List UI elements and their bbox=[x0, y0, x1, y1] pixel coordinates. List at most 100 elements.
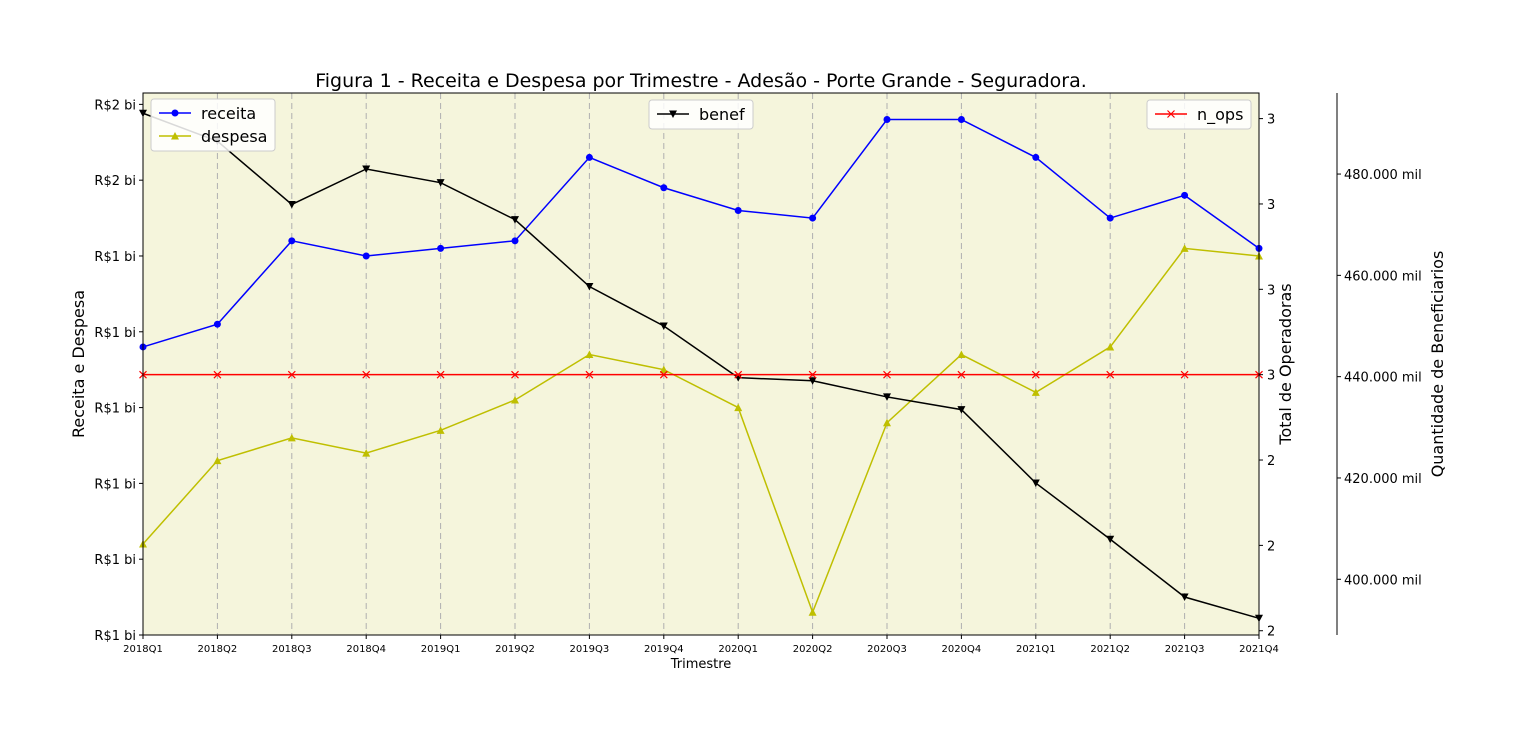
data-point-benef bbox=[362, 165, 371, 173]
legend-swatch-marker bbox=[171, 132, 179, 140]
data-point-benef bbox=[1180, 593, 1189, 602]
left-tick-label: R$1 bi bbox=[94, 477, 136, 492]
data-point-benef bbox=[883, 393, 891, 401]
x-tick-label: 2021Q3 bbox=[1165, 644, 1205, 655]
left-tick-label: R$1 bi bbox=[94, 402, 136, 417]
legend-swatch-marker bbox=[1167, 110, 1175, 118]
x-tick-label: 2020Q3 bbox=[867, 644, 907, 655]
data-point-n_ops bbox=[585, 370, 594, 379]
right1-tick-label: 3 bbox=[1267, 369, 1275, 384]
data-point-receita bbox=[660, 184, 668, 192]
data-point-despesa bbox=[511, 396, 519, 404]
x-axis-label: Trimestre bbox=[670, 657, 732, 672]
left-tick-label: R$1 bi bbox=[94, 250, 136, 265]
data-point-receita bbox=[362, 252, 370, 260]
data-point-despesa bbox=[808, 608, 817, 616]
data-point-receita bbox=[883, 116, 891, 124]
right2-axis-label: Quantidade de Beneficiarios bbox=[1428, 251, 1447, 478]
legend-upper-center: benef bbox=[648, 99, 754, 130]
x-tick-label: 2018Q4 bbox=[346, 644, 386, 655]
legend-frame bbox=[150, 98, 276, 152]
plot-background bbox=[143, 93, 1259, 635]
series-line-despesa bbox=[142, 247, 1260, 615]
data-point-n_ops bbox=[883, 370, 891, 379]
right2-tick-label: 440.000 mil bbox=[1344, 371, 1422, 386]
data-point-despesa bbox=[1180, 244, 1189, 252]
right1-tick-label: 3 bbox=[1267, 113, 1275, 128]
left-tick-label: R$1 bi bbox=[94, 326, 136, 341]
legend-label: despesa bbox=[201, 127, 267, 146]
x-tick-label: 2020Q1 bbox=[718, 644, 758, 655]
series-layer bbox=[139, 109, 1263, 623]
data-point-benef bbox=[808, 377, 817, 385]
legend-upper-right: n_ops bbox=[1146, 99, 1252, 130]
data-point-n_ops bbox=[1031, 370, 1040, 379]
data-point-benef bbox=[511, 216, 519, 224]
x-tick-label: 2019Q3 bbox=[570, 644, 610, 655]
data-point-receita bbox=[511, 237, 519, 245]
x-tick-label: 2020Q2 bbox=[793, 644, 833, 655]
right2-tick-label: 420.000 mil bbox=[1344, 472, 1422, 487]
legend-label: receita bbox=[201, 104, 256, 123]
data-point-n_ops bbox=[1106, 370, 1115, 379]
data-point-despesa bbox=[287, 433, 296, 442]
right2-tick-label: 480.000 mil bbox=[1344, 168, 1422, 183]
chart-title: Figura 1 - Receita e Despesa por Trimest… bbox=[315, 70, 1087, 92]
ticks-layer: 2018Q1 2018Q2 2018Q3 2018Q4 2019Q1 2019Q2 2019… bbox=[94, 98, 1421, 655]
legend-label: benef bbox=[699, 105, 745, 124]
data-point-n_ops bbox=[436, 370, 445, 379]
data-point-benef bbox=[957, 406, 966, 414]
data-point-benef bbox=[1106, 535, 1115, 544]
data-point-benef bbox=[585, 282, 594, 291]
data-point-despesa bbox=[436, 426, 445, 434]
data-point-receita bbox=[1032, 153, 1040, 161]
data-point-benef bbox=[659, 322, 668, 331]
x-tick-label: 2021Q2 bbox=[1090, 644, 1130, 655]
left-tick-label: R$2 bi bbox=[94, 174, 136, 189]
data-point-benef bbox=[436, 179, 445, 187]
right1-tick-label: 3 bbox=[1267, 283, 1275, 298]
right1-tick-label: 3 bbox=[1267, 198, 1275, 213]
right1-tick-label: 2 bbox=[1267, 625, 1275, 640]
legend-label: n_ops bbox=[1197, 105, 1243, 125]
plot-frame bbox=[142, 92, 1260, 636]
grid bbox=[142, 93, 1260, 635]
right2-tick-label: 400.000 mil bbox=[1344, 573, 1422, 588]
data-point-receita bbox=[957, 116, 965, 124]
data-point-receita bbox=[734, 206, 742, 214]
data-point-n_ops bbox=[287, 370, 296, 379]
data-point-despesa bbox=[585, 350, 594, 359]
data-point-n_ops bbox=[213, 370, 222, 379]
x-tick-label: 2019Q4 bbox=[644, 644, 684, 655]
series-n_ops bbox=[139, 370, 1263, 379]
data-point-receita bbox=[585, 153, 593, 161]
data-point-receita bbox=[437, 244, 445, 252]
data-point-n_ops bbox=[362, 370, 371, 379]
data-point-despesa bbox=[1106, 342, 1115, 351]
x-tick-label: 2018Q1 bbox=[123, 644, 163, 655]
data-point-benef bbox=[287, 200, 296, 209]
legend-swatch-marker bbox=[171, 109, 179, 117]
data-point-n_ops bbox=[808, 370, 817, 379]
right1-tick-label: 2 bbox=[1267, 454, 1275, 469]
legend-swatch-marker bbox=[669, 110, 677, 118]
data-point-n_ops bbox=[957, 370, 966, 379]
left-axis-label: Receita e Despesa bbox=[69, 290, 88, 438]
left-tick-label: R$2 bi bbox=[94, 98, 136, 113]
x-tick-label: 2019Q1 bbox=[421, 644, 461, 655]
data-point-despesa bbox=[213, 456, 222, 465]
data-point-despesa bbox=[362, 449, 371, 457]
data-point-receita bbox=[213, 320, 221, 328]
series-receita bbox=[139, 116, 1263, 351]
legend-upper-left: receita despesa bbox=[150, 98, 276, 152]
left-tick-label: R$1 bi bbox=[94, 629, 136, 644]
series-line-benef bbox=[142, 112, 1260, 620]
x-tick-label: 2021Q4 bbox=[1239, 644, 1279, 655]
x-tick-label: 2020Q4 bbox=[942, 644, 982, 655]
data-point-despesa bbox=[957, 350, 966, 359]
legends-layer: receita despesa benef n_ops bbox=[150, 98, 1252, 152]
x-tick-label: 2018Q2 bbox=[198, 644, 238, 655]
data-point-receita bbox=[1181, 191, 1189, 199]
data-point-despesa bbox=[1031, 388, 1040, 396]
right2-tick-label: 460.000 mil bbox=[1344, 269, 1422, 284]
